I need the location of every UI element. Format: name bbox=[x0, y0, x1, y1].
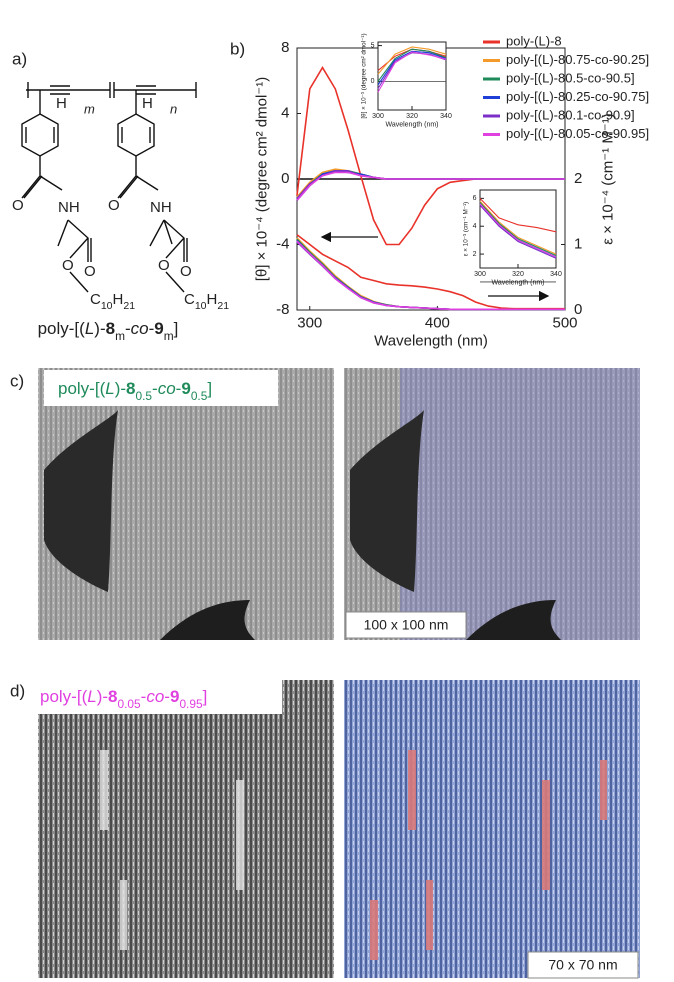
x-axis-label: Wavelength (nm) bbox=[374, 332, 488, 349]
text-part: ] bbox=[203, 687, 208, 706]
alkyl-label: C10H21 bbox=[184, 291, 229, 312]
text-part: 9 bbox=[170, 687, 179, 706]
afm-image bbox=[344, 680, 640, 978]
y-tick-label: -8 bbox=[276, 301, 289, 318]
afm-image bbox=[38, 680, 334, 978]
legend-label: poly-[(L)-80.05-co-90.95] bbox=[506, 126, 649, 141]
text-part: 10 bbox=[195, 300, 207, 312]
y-axis-label: [θ] × 10⁻³ (degree cm² dmol⁻¹) bbox=[361, 33, 368, 118]
text-part: L bbox=[87, 687, 96, 706]
x-axis-label: Wavelength (nm) bbox=[491, 280, 544, 287]
text-part: m bbox=[164, 329, 174, 343]
panel-label: d) bbox=[10, 681, 25, 700]
text-part: poly-[( bbox=[38, 319, 86, 338]
atom: O bbox=[84, 263, 96, 280]
alkyl-label: C10H21 bbox=[90, 291, 135, 312]
text-part: co bbox=[146, 687, 164, 706]
y-tick-label: 4 bbox=[281, 104, 289, 121]
text-part: 9 bbox=[154, 319, 163, 338]
text-part: co bbox=[158, 379, 176, 398]
scale-label: 100 x 100 nm bbox=[364, 617, 449, 633]
y-tick-label: 0 bbox=[371, 78, 375, 85]
text-part: ] bbox=[207, 379, 212, 398]
y-tick-label: 8 bbox=[281, 39, 289, 56]
y-axis-label: ε × 10⁻³ (cm⁻¹ M⁻¹) bbox=[463, 202, 470, 257]
atom: O bbox=[12, 197, 24, 214]
x-tick-label: 340 bbox=[440, 113, 452, 120]
text-part: 0.95 bbox=[179, 697, 203, 711]
x-tick-label: 340 bbox=[550, 271, 562, 278]
caption: poly-[(L)-8m-co-9m] bbox=[38, 319, 179, 343]
atom: O bbox=[108, 197, 120, 214]
text-part: 9 bbox=[181, 379, 190, 398]
text-part: 0.5 bbox=[191, 389, 208, 403]
panel-a: a) H H m n O NH O NH O O O O C10H21 C10H… bbox=[12, 49, 229, 343]
panel-d: d) poly-[(L)-80.05-co-90.95] 70 x 70 nm bbox=[10, 680, 640, 978]
atom: m bbox=[84, 101, 95, 116]
text-part: 0.5 bbox=[136, 389, 153, 403]
atom: NH bbox=[58, 199, 80, 216]
y-tick-label: -4 bbox=[276, 235, 289, 252]
text-part: )- bbox=[115, 379, 126, 398]
legend-label: poly-[(L)-80.1-co-90.9] bbox=[506, 107, 635, 122]
text-part: 10 bbox=[101, 300, 113, 312]
text-part: C bbox=[90, 291, 101, 308]
text-part: 8 bbox=[106, 319, 115, 338]
text-part: L bbox=[105, 379, 114, 398]
legend-label: poly-[(L)-80.25-co-90.75] bbox=[506, 89, 649, 104]
x-tick-label: 400 bbox=[425, 314, 450, 331]
atom: O bbox=[180, 263, 192, 280]
text-part: poly-[( bbox=[40, 687, 88, 706]
text-part: m bbox=[115, 329, 125, 343]
text-part: co bbox=[131, 319, 149, 338]
y2-tick-label: 0 bbox=[574, 301, 582, 318]
x-tick-label: 300 bbox=[474, 271, 486, 278]
atom: O bbox=[62, 257, 74, 274]
x-tick-label: 320 bbox=[512, 271, 524, 278]
y-tick-label: 5 bbox=[371, 42, 375, 49]
y-tick-label: 6 bbox=[473, 195, 477, 202]
scale-label: 70 x 70 nm bbox=[548, 957, 617, 973]
atom: O bbox=[158, 257, 170, 274]
y-axis-label: [θ] × 10⁻⁴ (degree cm² dmol⁻¹) bbox=[253, 77, 270, 281]
chart: 300400500-8-4048012Wavelength (nm)[θ] × … bbox=[253, 33, 649, 349]
text-part: ] bbox=[174, 319, 179, 338]
text-part: 8 bbox=[108, 687, 117, 706]
legend-label: poly-[(L)-80.75-co-90.25] bbox=[506, 52, 649, 67]
y-tick-label: 4 bbox=[473, 223, 477, 230]
panel-label: c) bbox=[10, 371, 24, 390]
y2-tick-label: 1 bbox=[574, 235, 582, 252]
text-part: )- bbox=[94, 319, 105, 338]
text-part: 21 bbox=[123, 300, 135, 312]
atom: n bbox=[170, 101, 177, 116]
figure: a) H H m n O NH O NH O O O O C10H21 C10H… bbox=[0, 0, 674, 982]
afm-overlay bbox=[400, 368, 640, 640]
text-part: H bbox=[113, 291, 124, 308]
text-part: 8 bbox=[126, 379, 135, 398]
panel-c: c) poly-[(L)-80.5-co-90.5] 100 x 100 nm bbox=[10, 368, 640, 640]
text-part: L bbox=[85, 319, 94, 338]
text-part: 0.05 bbox=[118, 697, 142, 711]
panel-label: a) bbox=[12, 49, 27, 68]
panel-label: b) bbox=[230, 39, 245, 58]
page: a) H H m n O NH O NH O O O O C10H21 C10H… bbox=[0, 0, 674, 982]
y-tick-label: 0 bbox=[281, 170, 289, 187]
atom: NH bbox=[150, 199, 172, 216]
x-axis-label: Wavelength (nm) bbox=[385, 122, 438, 129]
x-tick-label: 320 bbox=[406, 113, 418, 120]
text-part: 21 bbox=[217, 300, 229, 312]
atom: H bbox=[56, 95, 67, 112]
y2-tick-label: 2 bbox=[574, 170, 582, 187]
x-tick-label: 300 bbox=[372, 113, 384, 120]
text-part: H bbox=[207, 291, 218, 308]
text-part: )- bbox=[97, 687, 108, 706]
legend-label: poly-(L)-8 bbox=[506, 33, 562, 48]
text-part: C bbox=[184, 291, 195, 308]
legend-label: poly-[(L)-80.5-co-90.5] bbox=[506, 70, 635, 85]
y-tick-label: 2 bbox=[473, 251, 477, 258]
x-tick-label: 300 bbox=[297, 314, 322, 331]
atom: H bbox=[142, 95, 153, 112]
text-part: poly-[( bbox=[58, 379, 106, 398]
